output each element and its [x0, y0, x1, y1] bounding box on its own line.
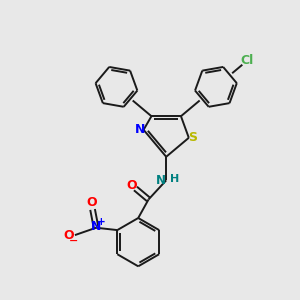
- Text: Cl: Cl: [241, 54, 254, 67]
- Text: O: O: [86, 196, 97, 209]
- Text: +: +: [97, 217, 106, 227]
- Text: O: O: [127, 179, 137, 192]
- Text: −: −: [69, 236, 78, 246]
- Text: H: H: [170, 174, 179, 184]
- Text: N: N: [135, 123, 145, 136]
- Text: N: N: [91, 220, 101, 233]
- Text: N: N: [156, 174, 166, 187]
- Text: S: S: [188, 131, 197, 144]
- Text: O: O: [63, 229, 74, 242]
